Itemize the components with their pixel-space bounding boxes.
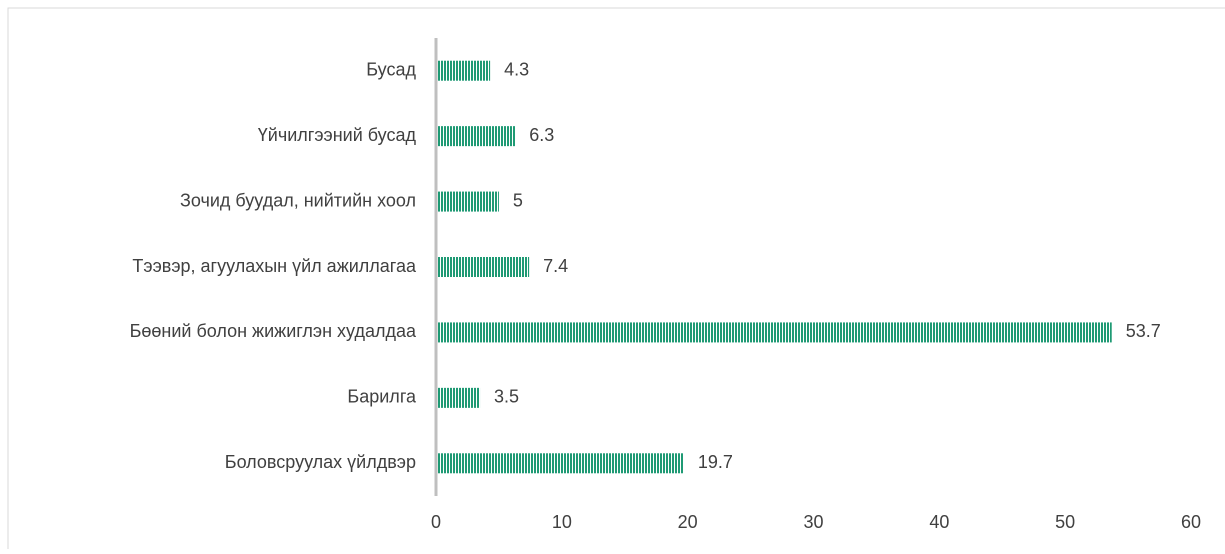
bar (436, 126, 516, 147)
x-tick-label: 20 (678, 512, 698, 532)
value-label: 6.3 (529, 125, 554, 145)
x-tick-label: 10 (552, 512, 572, 532)
y-tick-label: Үйчилгээний бусад (258, 125, 417, 145)
value-label: 7.4 (543, 256, 568, 276)
x-tick-label: 50 (1055, 512, 1075, 532)
bar (436, 60, 491, 81)
chart-frame (7, 7, 1225, 554)
x-tick-label: 40 (929, 512, 949, 532)
y-tick-label: Барилга (347, 387, 417, 407)
bar (436, 387, 481, 408)
value-label: 53.7 (1126, 321, 1161, 341)
y-tick-label: Бөөний болон жижиглэн худалдаа (130, 321, 417, 341)
x-tick-label: 0 (431, 512, 441, 532)
bar (436, 257, 530, 277)
y-tick-label: Бусад (366, 59, 416, 79)
bar (436, 191, 499, 212)
bar (436, 453, 684, 474)
value-label: 19.7 (698, 452, 733, 472)
value-label: 3.5 (494, 387, 519, 407)
value-label: 5 (513, 190, 523, 210)
y-tick-label: Тээвэр, агуулахын үйл ажиллагаа (132, 256, 417, 276)
value-label: 4.3 (504, 59, 529, 79)
y-tick-label: Боловсруулах үйлдвэр (225, 452, 416, 472)
x-tick-label: 60 (1181, 512, 1201, 532)
bar (436, 322, 1112, 343)
x-tick-label: 30 (803, 512, 823, 532)
y-tick-label: Зочид буудал, нийтийн хоол (180, 190, 416, 210)
